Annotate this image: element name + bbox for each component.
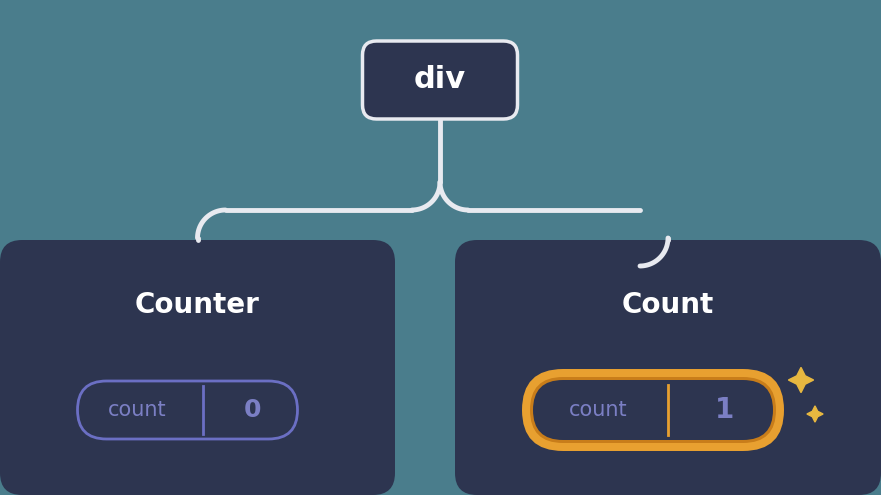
- Polygon shape: [807, 406, 823, 422]
- Polygon shape: [788, 367, 813, 393]
- FancyBboxPatch shape: [0, 240, 395, 495]
- Text: count: count: [569, 400, 627, 420]
- FancyBboxPatch shape: [362, 41, 517, 119]
- FancyBboxPatch shape: [533, 380, 773, 440]
- Text: 0: 0: [244, 398, 262, 422]
- Text: Count: Count: [622, 291, 714, 319]
- Text: div: div: [414, 65, 466, 95]
- FancyBboxPatch shape: [522, 369, 784, 451]
- FancyBboxPatch shape: [530, 377, 776, 443]
- Text: Counter: Counter: [135, 291, 260, 319]
- FancyBboxPatch shape: [78, 381, 298, 439]
- Text: count: count: [108, 400, 167, 420]
- Text: 1: 1: [715, 396, 735, 424]
- FancyBboxPatch shape: [455, 240, 881, 495]
